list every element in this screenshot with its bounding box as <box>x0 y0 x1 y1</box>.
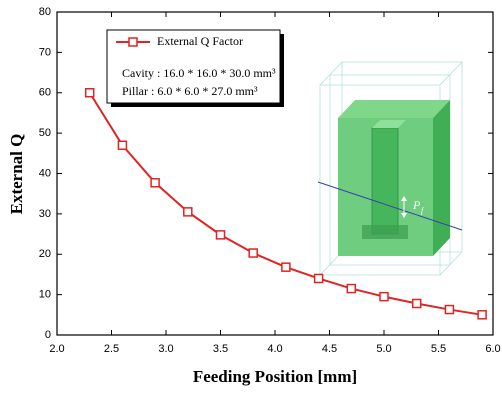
x-tick-label: 4.0 <box>267 343 282 355</box>
marker <box>118 141 126 149</box>
marker <box>249 249 257 257</box>
x-tick-label: 2.0 <box>49 343 64 355</box>
legend-label: External Q Factor <box>157 34 243 48</box>
y-tick-label: 80 <box>39 6 51 18</box>
marker <box>445 306 453 314</box>
y-tick-label: 40 <box>39 167 51 179</box>
marker <box>151 179 159 187</box>
x-tick-label: 4.5 <box>322 343 337 355</box>
marker <box>86 89 94 97</box>
legend-marker <box>129 38 137 46</box>
y-tick-label: 60 <box>39 87 51 99</box>
marker <box>478 311 486 319</box>
y-tick-label: 50 <box>39 127 51 139</box>
x-tick-label: 5.5 <box>431 343 446 355</box>
y-tick-label: 30 <box>39 208 51 220</box>
annotation: Cavity : 16.0 * 16.0 * 30.0 mm³ <box>122 66 276 80</box>
inset-model: P f <box>318 62 462 275</box>
chart: P f Cavity : 16.0 * 16.0 * 30.0 mm³ Pill… <box>0 0 502 393</box>
x-tick-label: 2.5 <box>104 343 119 355</box>
y-tick-label: 70 <box>39 46 51 58</box>
x-tick-label: 3.0 <box>158 343 173 355</box>
marker <box>217 231 225 239</box>
annotation: Pillar : 6.0 * 6.0 * 27.0 mm³ <box>122 84 258 98</box>
x-tick-label: 5.0 <box>376 343 391 355</box>
y-tick-label: 20 <box>39 248 51 260</box>
marker <box>184 208 192 216</box>
marker <box>315 274 323 282</box>
marker <box>380 293 388 301</box>
marker <box>347 285 355 293</box>
marker <box>413 300 421 308</box>
x-tick-label: 3.5 <box>213 343 228 355</box>
y-axis-title: External Q <box>7 134 26 215</box>
y-tick-label: 10 <box>39 289 51 301</box>
x-axis-title: Feeding Position [mm] <box>193 367 357 386</box>
inset-label: P <box>412 198 421 212</box>
marker <box>282 263 290 271</box>
x-tick-label: 6.0 <box>485 343 500 355</box>
y-tick-label: 0 <box>45 329 51 341</box>
